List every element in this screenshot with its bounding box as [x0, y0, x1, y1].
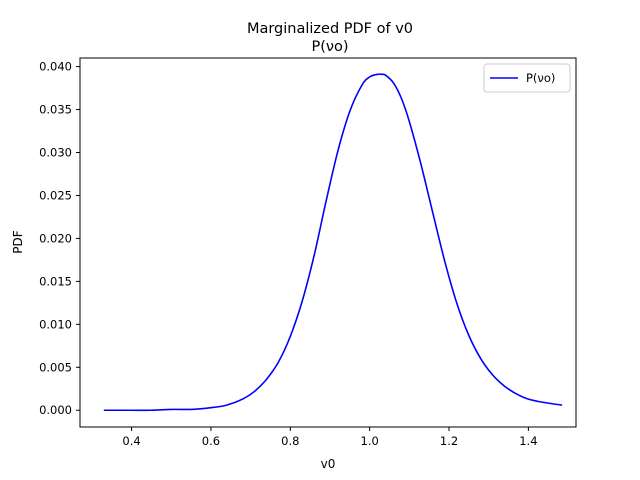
y-tick-label: 0.025 — [39, 188, 72, 202]
legend-box — [483, 63, 571, 93]
chart-subtitle: P(νο) — [311, 39, 348, 55]
y-tick-label: 0.020 — [39, 231, 72, 245]
plot-frame — [79, 57, 577, 428]
x-tick-label: 1.4 — [519, 434, 537, 448]
series-line-pdf — [103, 73, 563, 412]
x-axis-ticks: 0.4 0.6 0.8 1.0 1.2 1.4 — [122, 427, 538, 448]
plot-area — [80, 58, 576, 427]
chart-title: Marginalized PDF of v0 — [247, 21, 413, 37]
series-layer — [103, 73, 563, 412]
y-tick-label: 0.015 — [39, 274, 72, 288]
y-tick-label: 0.035 — [39, 103, 72, 117]
legend: P(νο) — [483, 63, 571, 93]
y-tick-label: 0.040 — [39, 60, 72, 74]
x-tick-label: 0.4 — [122, 434, 140, 448]
y-axis-ticks: 0.000 0.005 0.010 0.015 0.020 0.025 0.030 0.035… — [39, 60, 80, 417]
x-tick-label: 0.6 — [202, 434, 220, 448]
x-tick-label: 1.2 — [440, 434, 458, 448]
y-tick-label: 0.005 — [39, 360, 72, 374]
legend-label: P(νο) — [526, 71, 555, 85]
y-tick-label: 0.030 — [39, 146, 72, 160]
x-tick-label: 1.0 — [361, 434, 379, 448]
y-tick-label: 0.000 — [39, 403, 72, 417]
x-tick-label: 0.8 — [281, 434, 299, 448]
x-axis-label: v0 — [321, 457, 336, 471]
y-axis-label: PDF — [11, 230, 25, 253]
y-tick-label: 0.010 — [39, 317, 72, 331]
